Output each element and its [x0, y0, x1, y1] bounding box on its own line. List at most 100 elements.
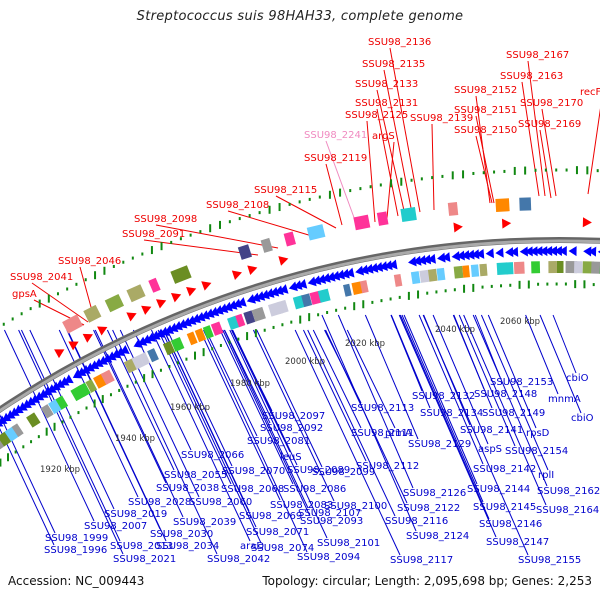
reverse-gene-label: SSU98_2134 [420, 408, 483, 419]
forward-gene-arrow [141, 305, 152, 315]
reverse-gene-label: SSU98_2129 [408, 439, 471, 450]
leader-line-forward [431, 123, 435, 211]
reverse-gene-arrow [187, 315, 197, 325]
outer-gc-marker [534, 168, 537, 172]
outer-gc-marker [462, 170, 465, 179]
inner-gc-marker [6, 453, 9, 462]
reverse-gene-arrow [60, 376, 70, 386]
reverse-gene-label: SSU98_2013 [110, 541, 173, 552]
reverse-gene-arrow [81, 364, 91, 374]
reverse-gene-arrow [151, 330, 161, 340]
leader-line-reverse [205, 329, 258, 437]
inner-gc-marker [546, 282, 549, 286]
reverse-gene-arrow [219, 303, 229, 313]
reverse-gene-arrow [408, 256, 417, 267]
inner-gc-marker [93, 399, 96, 408]
reverse-gene-arrow [64, 374, 74, 384]
reverse-gene-label: SSU98_2145 [473, 502, 536, 513]
reverse-gene-label: SSU98_2141 [460, 425, 523, 436]
reverse-gene-arrow [317, 274, 327, 284]
scale-tick-label: 1960 kbp [170, 403, 210, 413]
inner-gc-marker [509, 283, 512, 287]
reverse-gene-label: SSU98_2162 [537, 486, 600, 497]
reverse-gene-arrow [495, 247, 504, 258]
leader-line-reverse [150, 329, 251, 542]
outer-gc-marker [218, 220, 221, 229]
reverse-gene-arrow [178, 319, 188, 329]
forward-gene-label: SSU98_2169 [518, 119, 581, 130]
reverse-gene-arrow [471, 249, 480, 260]
inner-gc-marker [143, 374, 146, 383]
reverse-gene-arrow [422, 254, 432, 265]
cog-category-box [410, 271, 421, 285]
reverse-gene-label: SSU98_2100 [324, 501, 387, 512]
inner-gc-marker [574, 280, 577, 289]
reverse-gene-arrow [298, 278, 308, 289]
cog-category-box [194, 328, 207, 343]
inner-gc-marker [30, 440, 33, 444]
forward-cog-box [306, 224, 326, 241]
cog-category-box [427, 268, 438, 282]
cog-category-box [436, 267, 446, 281]
leader-line-reverse [219, 329, 294, 485]
forward-gene-label: SSU98_2151 [454, 105, 517, 116]
inner-gc-marker [118, 388, 121, 392]
reverse-gene-arrow [359, 264, 369, 275]
reverse-gene-label: SSU98_2086 [283, 484, 346, 495]
cog-category-box [462, 265, 470, 278]
reverse-gene-arrow [553, 245, 562, 256]
scale-tick-label: 2040 kbp [435, 325, 475, 335]
forward-cog-box [62, 314, 83, 334]
leader-line-reverse [458, 314, 516, 447]
outer-gc-marker [524, 166, 527, 175]
leader-line-reverse [294, 329, 401, 556]
leader-line-forward [475, 115, 495, 204]
leader-line-forward [475, 135, 493, 204]
reverse-gene-label: SSU98_2099 [312, 467, 375, 478]
inner-gc-marker [326, 310, 329, 314]
reverse-gene-arrow [182, 317, 192, 327]
cog-category-box [40, 404, 54, 419]
cog-category-box [11, 423, 24, 437]
leader-line-reverse [223, 329, 309, 509]
inner-gc-marker [134, 380, 137, 384]
reverse-gene-arrow [451, 251, 461, 262]
leader-line-forward [389, 47, 421, 213]
reverse-gene-label: SSU98_2074 [251, 543, 314, 554]
reverse-gene-arrow [369, 262, 379, 273]
reverse-gene-arrow [340, 268, 350, 279]
cog-category-box [85, 379, 98, 393]
inner-gc-marker [219, 343, 222, 347]
leader-line-forward [31, 282, 89, 323]
reverse-gene-arrow [200, 310, 211, 320]
leader-line-reverse [390, 314, 431, 409]
cog-category-box [276, 299, 289, 315]
inner-gc-marker [417, 290, 420, 299]
reverse-gene-arrow [312, 275, 322, 286]
leader-line-reverse [398, 314, 497, 538]
inner-gc-marker [344, 306, 347, 310]
leader-line-forward [366, 120, 376, 223]
reverse-gene-arrow [246, 294, 256, 304]
reverse-gene-label: SSU98_2126 [403, 488, 466, 499]
forward-cog-box [170, 265, 192, 284]
reverse-gene-arrow [331, 270, 341, 281]
outer-gc-marker [56, 292, 59, 296]
reverse-gene-arrow [466, 249, 475, 260]
reverse-gene-label: SSU98_2164 [536, 505, 599, 516]
forward-gene-label: SSU98_2152 [454, 85, 517, 96]
outer-gc-marker [441, 174, 444, 178]
reverse-gene-arrow [355, 265, 365, 276]
inner-gc-marker [61, 420, 64, 424]
reverse-gene-label: cbiO [571, 413, 594, 424]
reverse-gene-arrow [568, 246, 577, 257]
reverse-gene-arrow [326, 271, 336, 282]
outer-gc-marker [179, 237, 182, 241]
inner-gc-marker [481, 285, 484, 289]
leader-line-reverse [222, 329, 311, 517]
cog-category-box [48, 398, 63, 415]
leader-line-reverse [256, 329, 323, 468]
outer-gc-marker [410, 178, 413, 182]
inner-gc-marker [537, 282, 540, 286]
leader-line-forward [376, 89, 406, 216]
